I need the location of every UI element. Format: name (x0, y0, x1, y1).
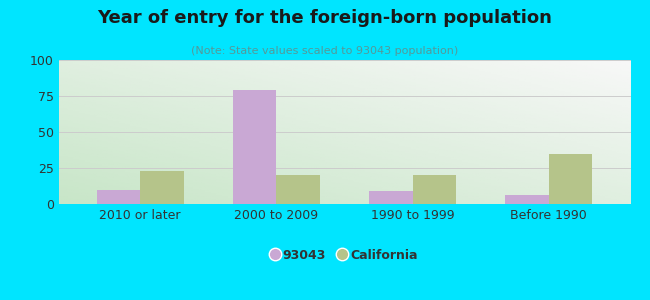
Bar (505, 195, 549, 204)
Bar (369, 191, 413, 204)
Text: (Note: State values scaled to 93043 population): (Note: State values scaled to 93043 popu… (191, 46, 459, 56)
Text: Year of entry for the foreign-born population: Year of entry for the foreign-born popul… (98, 9, 552, 27)
Bar (413, 175, 456, 204)
Bar (97, 190, 140, 204)
Bar (549, 154, 592, 204)
Bar (233, 90, 276, 204)
Legend: 93043, California: 93043, California (266, 244, 422, 267)
Bar (140, 171, 184, 204)
Bar (276, 175, 320, 204)
